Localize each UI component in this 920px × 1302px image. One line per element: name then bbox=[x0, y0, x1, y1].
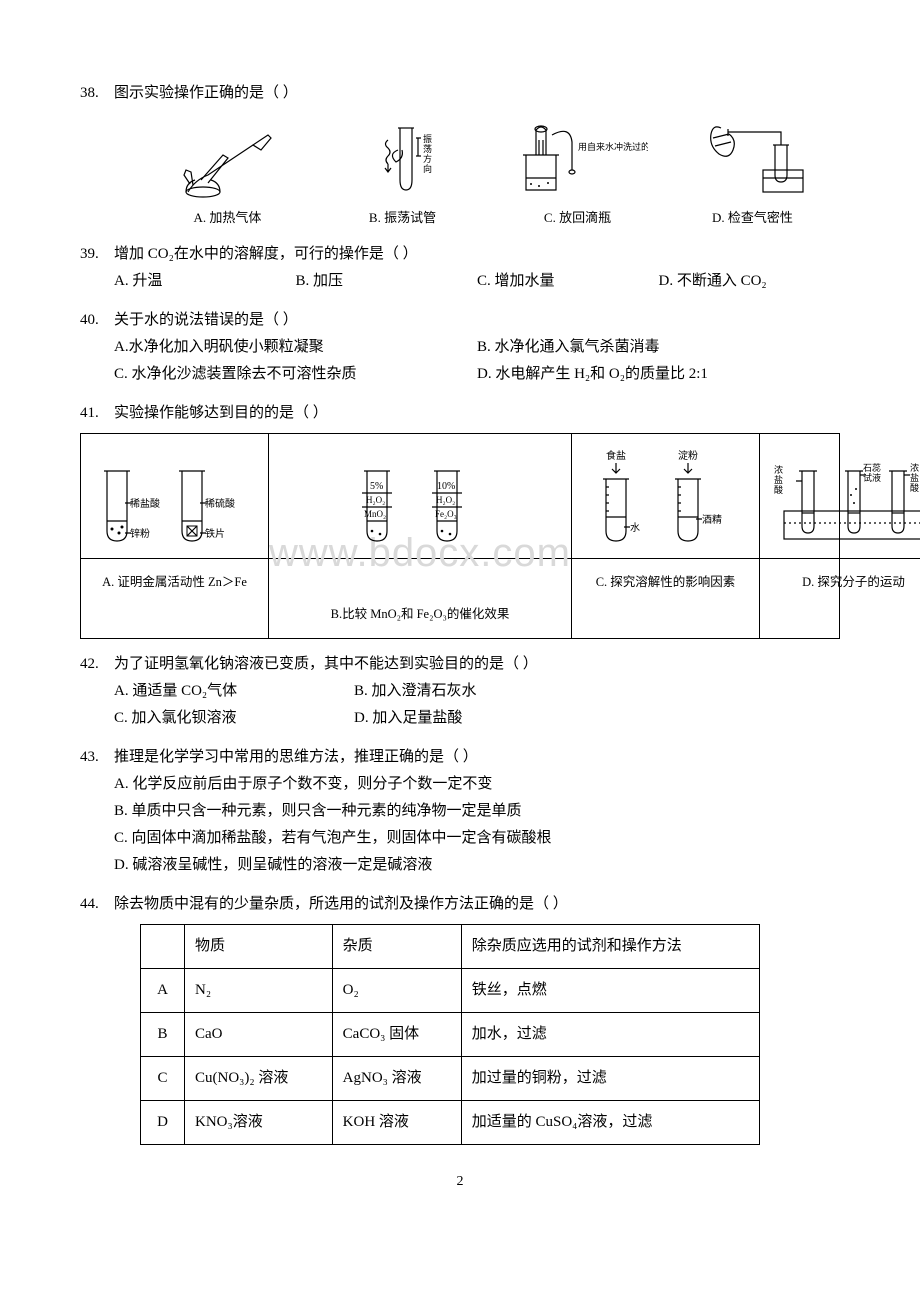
q39-opt-a: A. 升温 bbox=[114, 268, 296, 295]
q39-stem: 增加 CO₂在水中的溶解度，可行的操作是（ ） bbox=[114, 241, 840, 268]
svg-text:稀硫酸: 稀硫酸 bbox=[205, 497, 235, 510]
question-44: 44. 除去物质中混有的少量杂质，所选用的试剂及操作方法正确的是（ ） 物质 杂… bbox=[80, 891, 840, 1145]
q43-opt-a: A. 化学反应前后由于原子个数不变，则分子个数一定不变 bbox=[114, 771, 840, 798]
q40-opt-c: C. 水净化沙滤装置除去不可溶性杂质 bbox=[114, 361, 477, 388]
question-42: 42. 为了证明氢氧化钠溶液已变质，其中不能达到实验目的的是（ ） A. 通适量… bbox=[80, 651, 840, 732]
svg-text:浓: 浓 bbox=[910, 463, 919, 473]
q41-cap-a: A. 证明金属活动性 Zn＞Fe bbox=[98, 559, 251, 606]
q41-img-c: 食盐 淀粉 水 酒精 bbox=[572, 434, 759, 559]
q41-img-d: 浓 盐 酸 石蕊 试液 浓 盐 酸 bbox=[760, 434, 920, 559]
q38-stem: 图示实验操作正确的是（ ） bbox=[114, 80, 840, 107]
q38-img-b-label-2: 荡 bbox=[423, 143, 432, 154]
svg-text:试液: 试液 bbox=[863, 472, 881, 483]
table-row: A N₂ O₂ 铁丝，点燃 bbox=[141, 968, 760, 1012]
svg-text:稀盐酸: 稀盐酸 bbox=[130, 497, 160, 510]
svg-text:酸: 酸 bbox=[774, 485, 783, 495]
q38-img-c-label: 用自来水冲洗过的滴管 bbox=[578, 141, 648, 152]
table-row: D KNO₃溶液 KOH 溶液 加适量的 CuSO₄溶液，过滤 bbox=[141, 1100, 760, 1144]
q41-img-a: 稀盐酸 锌粉 稀硫酸 铁片 bbox=[81, 434, 268, 559]
q38-opt-b: B. 振荡试管 bbox=[315, 206, 490, 229]
q42-stem: 为了证明氢氧化钠溶液已变质，其中不能达到实验目的的是（ ） bbox=[114, 651, 840, 678]
q38-img-b-label-3: 方 bbox=[423, 153, 432, 164]
q44-stem: 除去物质中混有的少量杂质，所选用的试剂及操作方法正确的是（ ） bbox=[114, 891, 840, 918]
q40-opt-d: D. 水电解产生 H₂和 O₂的质量比 2:1 bbox=[477, 361, 840, 388]
q40-opt-a: A.水净化加入明矾使小颗粒凝聚 bbox=[114, 334, 477, 361]
q38-opt-c: C. 放回滴瓶 bbox=[490, 206, 665, 229]
question-40: 40. 关于水的说法错误的是（ ） A.水净化加入明矾使小颗粒凝聚 B. 水净化… bbox=[80, 307, 840, 388]
q38-img-b-label-4: 向 bbox=[423, 163, 432, 174]
q39-opt-d: D. 不断通入 CO₂ bbox=[659, 268, 841, 295]
q42-opt-a: A. 通适量 CO₂气体 bbox=[114, 678, 354, 705]
q43-stem: 推理是化学学习中常用的思维方法，推理正确的是（ ） bbox=[114, 744, 840, 771]
q38-opt-a: A. 加热气体 bbox=[140, 206, 315, 229]
q43-number: 43. bbox=[80, 744, 114, 771]
svg-text:锌粉: 锌粉 bbox=[130, 527, 150, 540]
svg-text:淀粉: 淀粉 bbox=[678, 449, 698, 462]
svg-text:酒精: 酒精 bbox=[702, 513, 722, 526]
q41-number: 41. bbox=[80, 400, 114, 427]
q40-opt-b: B. 水净化通入氯气杀菌消毒 bbox=[477, 334, 840, 361]
q40-number: 40. bbox=[80, 307, 114, 334]
svg-text:盐: 盐 bbox=[910, 472, 919, 483]
q43-opt-b: B. 单质中只含一种元素，则只含一种元素的纯净物一定是单质 bbox=[114, 798, 840, 825]
table-row: 物质 杂质 除杂质应选用的试剂和操作方法 bbox=[141, 924, 760, 968]
q41-stem: 实验操作能够达到目的的是（ ） bbox=[114, 400, 840, 427]
q44-table: 物质 杂质 除杂质应选用的试剂和操作方法 A N₂ O₂ 铁丝，点燃 B CaO… bbox=[140, 924, 760, 1145]
q42-opt-d: D. 加入足量盐酸 bbox=[354, 705, 594, 732]
q39-opt-b: B. 加压 bbox=[296, 268, 478, 295]
svg-text:MnO₂: MnO₂ bbox=[364, 509, 386, 519]
question-41: 41. 实验操作能够达到目的的是（ ） 稀盐酸 锌粉 稀硫酸 bbox=[80, 400, 840, 639]
q39-number: 39. bbox=[80, 241, 114, 268]
svg-text:石蕊: 石蕊 bbox=[863, 462, 881, 473]
table-row: C Cu(NO₃)₂ 溶液 AgNO₃ 溶液 加过量的铜粉，过滤 bbox=[141, 1056, 760, 1100]
q38-img-b-label-1: 振 bbox=[423, 133, 432, 144]
q41-cap-c: C. 探究溶解性的影响因素 bbox=[592, 559, 740, 606]
question-43: 43. 推理是化学学习中常用的思维方法，推理正确的是（ ） A. 化学反应前后由… bbox=[80, 744, 840, 879]
svg-text:Fe₂O₃: Fe₂O₃ bbox=[435, 509, 457, 519]
q38-img-b: 振 荡 方 向 bbox=[315, 117, 490, 202]
question-38: 38. 图示实验操作正确的是（ ） A. 加热气体 bbox=[80, 80, 840, 229]
q38-img-c: 用自来水冲洗过的滴管 bbox=[490, 117, 665, 202]
q38-img-d bbox=[665, 117, 840, 202]
q40-stem: 关于水的说法错误的是（ ） bbox=[114, 307, 840, 334]
q44-number: 44. bbox=[80, 891, 114, 918]
q41-cap-b: B.比较 MnO₂和 Fe₂O₃的催化效果 bbox=[327, 591, 514, 638]
q38-image-row: A. 加热气体 振 荡 方 向 B. 振荡试管 bbox=[80, 117, 840, 229]
q39-opt-c: C. 增加水量 bbox=[477, 268, 659, 295]
question-39: 39. 增加 CO₂在水中的溶解度，可行的操作是（ ） A. 升温 B. 加压 … bbox=[80, 241, 840, 295]
q42-opt-b: B. 加入澄清石灰水 bbox=[354, 678, 594, 705]
svg-text:水: 水 bbox=[630, 522, 640, 534]
svg-text:5%: 5% bbox=[370, 481, 383, 492]
q42-opt-c: C. 加入氯化钡溶液 bbox=[114, 705, 354, 732]
q38-number: 38. bbox=[80, 80, 114, 107]
svg-text:食盐: 食盐 bbox=[606, 449, 626, 462]
svg-text:酸: 酸 bbox=[910, 483, 919, 493]
svg-text:10%: 10% bbox=[437, 481, 455, 492]
q43-opt-c: C. 向固体中滴加稀盐酸，若有气泡产生，则固体中一定含有碳酸根 bbox=[114, 825, 840, 852]
svg-text:铁片: 铁片 bbox=[205, 527, 225, 540]
svg-text:H₂O₂: H₂O₂ bbox=[366, 495, 385, 505]
svg-text:H₂O₂: H₂O₂ bbox=[436, 495, 455, 505]
svg-text:盐: 盐 bbox=[774, 474, 783, 485]
q43-opt-d: D. 碱溶液呈碱性，则呈碱性的溶液一定是碱溶液 bbox=[114, 852, 840, 879]
q38-opt-d: D. 检查气密性 bbox=[665, 206, 840, 229]
table-row: B CaO CaCO₃ 固体 加水，过滤 bbox=[141, 1012, 760, 1056]
q41-cap-d: D. 探究分子的运动 bbox=[798, 559, 909, 606]
q42-number: 42. bbox=[80, 651, 114, 678]
q39-options: A. 升温 B. 加压 C. 增加水量 D. 不断通入 CO₂ bbox=[114, 268, 840, 295]
q41-grid: 稀盐酸 锌粉 稀硫酸 铁片 A. 证明金属活动性 Zn＞Fe bbox=[80, 433, 840, 639]
q41-d-label1: 浓 bbox=[774, 465, 783, 475]
q38-img-a bbox=[140, 117, 315, 202]
page-number: 2 bbox=[80, 1169, 840, 1194]
